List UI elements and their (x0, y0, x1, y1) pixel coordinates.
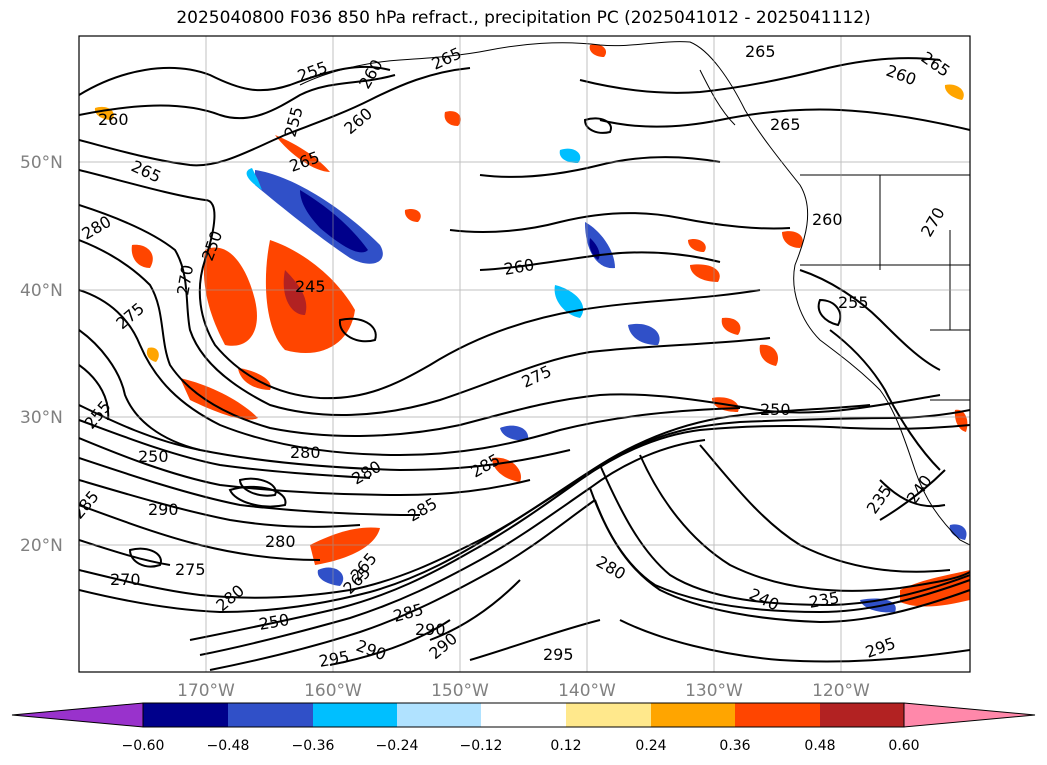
latitude-labels: 50°N 40°N 30°N 20°N (20, 153, 63, 556)
lat-label: 40°N (20, 281, 63, 301)
colorbar-segment (313, 703, 397, 727)
contour-label: 250 (760, 400, 791, 419)
contour-label: 250 (138, 447, 169, 466)
lat-label: 20°N (20, 536, 63, 556)
colorbar-segment (820, 703, 904, 727)
colorbar-tick-label: −0.60 (122, 738, 165, 754)
contour-label: 265 (770, 115, 801, 134)
colorbar-segment (651, 703, 735, 727)
plot-area (79, 36, 970, 672)
contour-label: 260 (812, 210, 843, 229)
colorbar-extend-left (11, 702, 144, 728)
colorbar-ticks: −0.60 −0.48 −0.36 −0.24 −0.12 0.12 0.24 … (122, 738, 920, 754)
map-title: 2025040800 F036 850 hPa refract., precip… (176, 8, 871, 28)
plot-frame (78, 35, 971, 673)
longitude-labels: 170°W 160°W 150°W 140°W 130°W 120°W (177, 681, 870, 701)
contour-label: 255 (838, 293, 869, 312)
contour-label: 275 (175, 560, 206, 579)
contour-label: 280 (265, 532, 296, 551)
colorbar-segment (566, 703, 651, 727)
colorbar-tick-label: −0.24 (376, 738, 419, 754)
contour-label: 265 (745, 42, 776, 61)
colorbar-segment (397, 703, 481, 727)
lon-label: 150°W (431, 681, 489, 701)
colorbar-segment (143, 703, 228, 727)
colorbar-tick-label: 0.60 (888, 738, 919, 754)
contour-label: 290 (415, 620, 446, 639)
contour-label: 280 (290, 443, 321, 462)
colorbar-frame (142, 702, 905, 728)
colorbar-segment (228, 703, 313, 727)
lon-label: 160°W (304, 681, 362, 701)
refractivity-contours (79, 57, 970, 671)
lon-label: 130°W (685, 681, 743, 701)
colorbar-tick-label: −0.12 (460, 738, 503, 754)
lon-label: 120°W (812, 681, 870, 701)
contour-label: 260 (98, 110, 129, 129)
lat-label: 50°N (20, 153, 63, 173)
colorbar-tick-label: 0.24 (635, 738, 666, 754)
lat-label: 30°N (20, 408, 63, 428)
colorbar-tick-label: 0.48 (804, 738, 835, 754)
contour-label: 245 (295, 277, 326, 296)
colorbar: −0.60 −0.48 −0.36 −0.24 −0.12 0.12 0.24 … (11, 702, 1036, 754)
colorbar-segment (735, 703, 820, 727)
lon-label: 140°W (558, 681, 616, 701)
contour-label: 295 (543, 645, 574, 664)
contour-label: 270 (110, 570, 141, 589)
gridlines (79, 36, 970, 672)
colorbar-tick-label: −0.36 (292, 738, 335, 754)
contour-label: 290 (148, 500, 179, 519)
colorbar-tick-label: 0.12 (550, 738, 581, 754)
colorbar-segment (481, 703, 566, 727)
colorbar-extend-right (903, 702, 1036, 728)
coastline (299, 41, 970, 546)
lon-label: 170°W (177, 681, 235, 701)
colorbar-tick-label: −0.48 (207, 738, 250, 754)
colorbar-tick-label: 0.36 (719, 738, 750, 754)
precip-shading (94, 44, 970, 613)
